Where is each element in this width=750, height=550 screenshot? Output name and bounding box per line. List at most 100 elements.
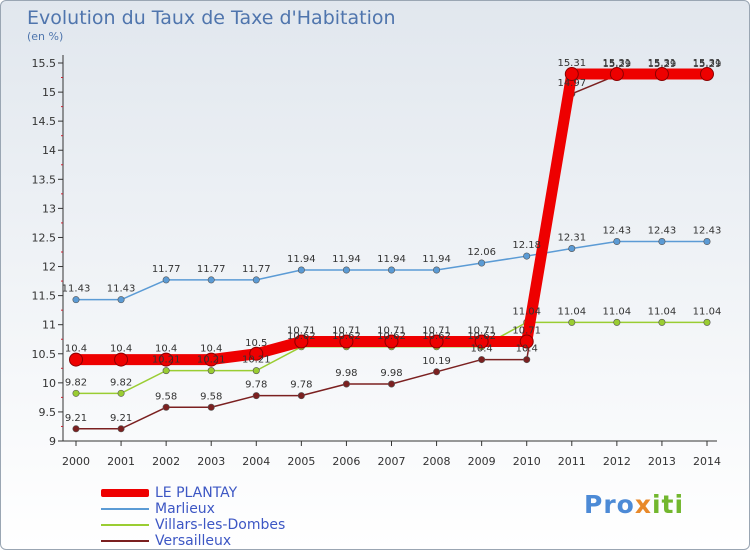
legend-item-villars-les-dombes[interactable]: Villars-les-Dombes [101, 517, 285, 533]
y-tick-label: 12 [42, 261, 56, 274]
data-label: 10.4 [110, 344, 132, 355]
data-label: 11.94 [287, 254, 316, 265]
y-tick-label: 13 [42, 202, 56, 215]
data-label: 9.82 [110, 377, 132, 388]
data-label: 11.77 [242, 264, 271, 275]
data-label: 12.18 [512, 240, 541, 251]
axes: 9 9.5 10 10.5 11 11.5 12 12.5 13 13.5 14 14.5 15 15.5… [32, 55, 721, 468]
data-point [342, 380, 350, 388]
logo-part: x [634, 490, 652, 519]
y-tick-label: 11 [42, 319, 56, 332]
legend: LE PLANTAY Marlieux Villars-les-Dombes V… [101, 485, 285, 549]
data-point [519, 334, 534, 349]
data-point [700, 67, 714, 82]
data-label: 10.62 [287, 331, 316, 342]
y-tick-label: 10 [42, 377, 56, 390]
data-label: 10.21 [152, 355, 181, 366]
data-point [207, 403, 215, 411]
y-tick-label: 14 [42, 144, 56, 157]
data-point [433, 266, 441, 274]
data-point [117, 389, 125, 397]
x-tick-label: 2003 [197, 455, 225, 468]
y-tick-label: 15.5 [32, 57, 57, 70]
data-label: 11.04 [512, 306, 541, 317]
y-tick-label: 15 [42, 86, 56, 99]
x-tick-label: 2008 [423, 455, 451, 468]
data-point [207, 276, 215, 284]
data-point [387, 266, 395, 274]
legend-label: Marlieux [155, 501, 215, 517]
data-point [117, 296, 125, 304]
data-point [159, 352, 174, 367]
data-point [72, 425, 80, 433]
y-tick-label: 11.5 [32, 290, 57, 303]
data-point [297, 266, 305, 274]
data-label: 10.4 [200, 344, 222, 355]
legend-item-versailleux[interactable]: Versailleux [101, 533, 285, 549]
data-label: 9.82 [65, 377, 87, 388]
data-point [342, 266, 350, 274]
data-label: 10.21 [197, 355, 226, 366]
data-label: 10.71 [287, 326, 316, 337]
data-label: 11.04 [557, 306, 586, 317]
data-label: 10.4 [65, 344, 87, 355]
data-label: 15.31 [693, 58, 722, 69]
data-label: 10.71 [422, 326, 451, 337]
x-tick-label: 2000 [62, 455, 90, 468]
data-label: 11.77 [197, 264, 226, 275]
data-label: 15.31 [603, 58, 632, 69]
data-point [204, 352, 219, 367]
data-point [658, 238, 666, 246]
data-label: 15.29 [648, 59, 677, 70]
legend-item-le-plantay[interactable]: LE PLANTAY [101, 485, 285, 501]
data-label: 10.5 [245, 338, 267, 349]
x-tick-label: 2001 [107, 455, 135, 468]
data-label: 10.71 [512, 326, 541, 337]
y-tick-label: 13.5 [32, 173, 57, 186]
data-point [654, 67, 669, 82]
legend-label: LE PLANTAY [155, 485, 238, 501]
legend-item-marlieux[interactable]: Marlieux [101, 501, 285, 517]
data-label: 9.21 [65, 413, 87, 424]
data-label: 10.21 [242, 355, 271, 366]
data-label: 10.62 [422, 331, 451, 342]
data-labels: 9.21 9.21 9.58 9.58 9.78 9.78 9.98 9.98 10.19 10.… [62, 58, 722, 424]
data-point [429, 334, 444, 349]
data-point [568, 245, 576, 253]
data-point [478, 259, 486, 267]
data-label: 12.43 [648, 226, 677, 237]
legend-swatch [101, 540, 149, 542]
data-label: 10.71 [332, 326, 361, 337]
data-point [72, 389, 80, 397]
data-label: 11.77 [152, 264, 181, 275]
legend-swatch [101, 489, 149, 497]
data-label: 9.21 [110, 413, 132, 424]
data-point [568, 318, 576, 326]
data-point [523, 356, 531, 364]
data-label: 11.04 [693, 306, 722, 317]
series-layer [69, 67, 714, 433]
data-label: 10.71 [377, 326, 406, 337]
data-point [523, 252, 531, 260]
data-point [297, 392, 305, 400]
data-label: 12.43 [693, 226, 722, 237]
x-tick-label: 2002 [152, 455, 180, 468]
data-point [478, 356, 486, 364]
data-point [207, 367, 215, 375]
data-point [252, 392, 260, 400]
data-label: 10.62 [332, 331, 361, 342]
x-tick-label: 2014 [693, 455, 721, 468]
x-tick-label: 2012 [603, 455, 631, 468]
x-tick-label: 2010 [513, 455, 541, 468]
data-point [564, 67, 579, 82]
legend-label: Versailleux [155, 533, 232, 549]
data-label: 10.4 [155, 344, 177, 355]
data-label: 12.06 [467, 247, 496, 258]
data-label: 11.94 [377, 254, 406, 265]
data-label: 10.19 [422, 356, 451, 367]
x-tick-label: 2004 [242, 455, 270, 468]
data-point [117, 425, 125, 433]
data-label: 15.29 [603, 59, 632, 70]
data-label: 15.31 [557, 58, 586, 69]
